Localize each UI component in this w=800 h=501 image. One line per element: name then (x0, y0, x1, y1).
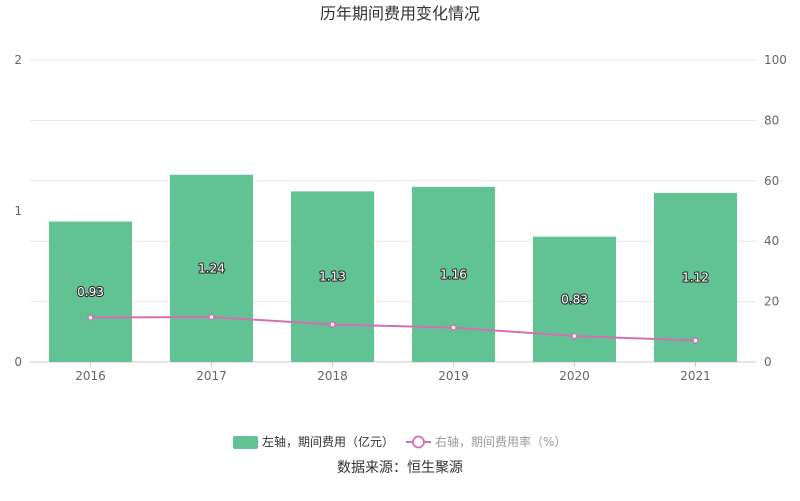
bar-series: 0.93 1.24 1.13 1.16 0.83 1.12 (49, 174, 737, 362)
y-right-tick-label: 100 (764, 53, 787, 67)
bar (654, 192, 737, 362)
y-right-tick-label: 80 (764, 113, 779, 127)
bar (291, 191, 374, 362)
bar-data-label: 1.24 (198, 261, 225, 275)
legend-bar-label: 左轴，期间费用（亿元） (262, 434, 394, 449)
x-tick-label: 2020 (559, 369, 590, 383)
line-point (571, 332, 578, 340)
line-series (87, 313, 699, 344)
legend-bar-swatch (233, 436, 258, 449)
legend-line-marker (412, 435, 425, 449)
line-point (450, 324, 457, 331)
y-right-tick-label: 40 (764, 234, 779, 248)
bar-data-label: 0.93 (77, 285, 104, 299)
bar (533, 236, 616, 362)
legend: 左轴，期间费用（亿元） 右轴，期间费用率（%） (233, 434, 566, 449)
bar (170, 174, 253, 362)
x-tick-label: 2018 (317, 369, 348, 383)
y-right-tick-label: 20 (764, 295, 779, 309)
y-left-tick-label: 1 (14, 204, 22, 218)
x-tick-label: 2021 (680, 369, 711, 383)
line-point (87, 314, 94, 321)
x-tick-label: 2019 (438, 369, 469, 383)
line-path (90, 316, 696, 342)
bar-data-label: 1.12 (682, 270, 709, 284)
y-left-tick-label: 2 (14, 53, 22, 67)
bar (412, 186, 495, 362)
legend-line-label: 右轴，期间费用率（%） (435, 434, 566, 449)
bar-data-label: 1.13 (319, 270, 346, 284)
y-right-tick-label: 0 (764, 355, 772, 369)
y-right-tick-label: 60 (764, 174, 779, 188)
line-point (692, 337, 699, 344)
line-point (208, 313, 215, 321)
chart-title: 历年期间费用变化情况 (320, 4, 480, 23)
line-point (329, 321, 336, 328)
bar-data-label: 1.16 (440, 267, 467, 281)
x-tick-label: 2016 (75, 369, 106, 383)
bar-data-label: 0.83 (561, 292, 588, 306)
x-tick-label: 2017 (196, 369, 227, 383)
y-left-tick-label: 0 (14, 355, 22, 369)
data-source: 数据来源：恒生聚源 (337, 460, 463, 476)
bar (49, 221, 132, 362)
grid-lines (30, 59, 756, 303)
